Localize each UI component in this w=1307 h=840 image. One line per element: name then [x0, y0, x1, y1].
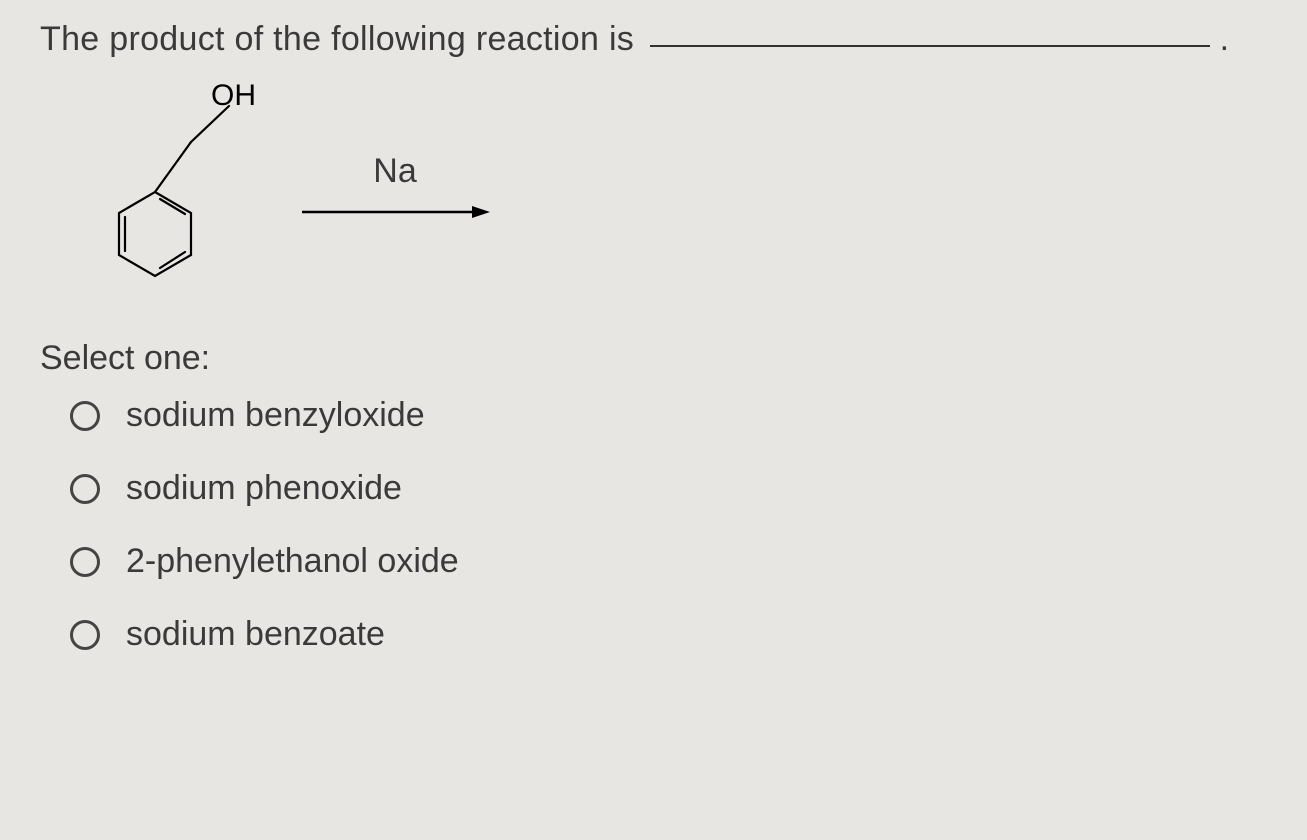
question-card: The product of the following reaction is…: [0, 0, 1307, 674]
option-row[interactable]: sodium benzyloxide: [70, 396, 1267, 435]
option-label: sodium benzoate: [126, 615, 385, 654]
radio-icon[interactable]: [70, 401, 100, 431]
reaction-arrow-icon: [300, 197, 490, 227]
radio-icon[interactable]: [70, 474, 100, 504]
molecule-benzyl-alcohol: OH: [100, 79, 260, 299]
answer-blank: [650, 45, 1210, 47]
radio-icon[interactable]: [70, 547, 100, 577]
question-stem-line: The product of the following reaction is…: [40, 20, 1267, 59]
option-row[interactable]: sodium benzoate: [70, 615, 1267, 654]
oh-label: OH: [211, 79, 256, 112]
radio-icon[interactable]: [70, 620, 100, 650]
reagent-label: Na: [373, 152, 416, 191]
reaction-arrow-block: Na: [300, 152, 490, 227]
option-label: sodium phenoxide: [126, 469, 402, 508]
question-stem: The product of the following reaction is: [40, 20, 634, 58]
question-period: .: [1220, 20, 1230, 58]
reaction-scheme: OH Na: [100, 69, 1267, 309]
option-row[interactable]: sodium phenoxide: [70, 469, 1267, 508]
option-label: 2-phenylethanol oxide: [126, 542, 459, 581]
option-label: sodium benzyloxide: [126, 396, 425, 435]
option-row[interactable]: 2-phenylethanol oxide: [70, 542, 1267, 581]
select-one-label: Select one:: [40, 339, 1267, 378]
